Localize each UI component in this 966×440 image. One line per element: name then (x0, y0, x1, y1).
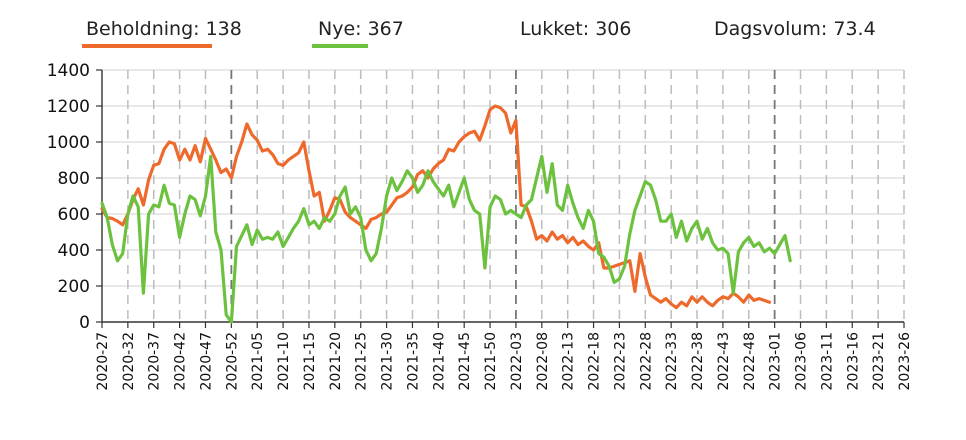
x-tick-label: 2021-30 (380, 332, 396, 391)
x-tick-label: 2022-48 (742, 332, 758, 391)
y-tick-label: 200 (58, 277, 90, 297)
legend-label-nye: Nye: 367 (318, 18, 404, 40)
x-tick-label: 2022-38 (690, 332, 706, 391)
x-tick-label: 2020-47 (198, 332, 214, 391)
x-tick-label: 2021-05 (250, 332, 266, 391)
series-line-beholdning (100, 104, 772, 310)
x-tick-label: 2021-35 (405, 332, 421, 391)
x-tick-label: 2021-15 (302, 332, 318, 391)
legend-swatch-beholdning (82, 44, 212, 48)
x-tick-label: 2021-20 (328, 332, 344, 391)
x-tick-label: 2022-13 (561, 332, 577, 391)
legend-label-beholdning: Beholdning: 138 (86, 18, 242, 40)
series-line-nye (100, 154, 792, 324)
x-tick-label: 2020-42 (173, 332, 189, 391)
x-tick-label: 2020-27 (95, 332, 111, 391)
x-tick-label: 2023-01 (768, 332, 784, 391)
y-tick-label: 1400 (47, 61, 90, 81)
x-tick-label: 2023-06 (794, 332, 810, 391)
x-tick-label: 2021-45 (457, 332, 473, 391)
x-tick-label: 2020-37 (147, 332, 163, 391)
x-tick-label: 2022-33 (664, 332, 680, 391)
y-tick-label: 1000 (47, 133, 90, 153)
legend-label-lukket: Lukket: 306 (520, 18, 632, 40)
x-tick-label: 2021-25 (354, 332, 370, 391)
x-tick-label: 2023-16 (845, 332, 861, 391)
x-tick-label: 2023-21 (871, 332, 887, 391)
x-tick-label: 2022-03 (509, 332, 525, 391)
y-tick-label: 1200 (47, 97, 90, 117)
y-tick-label: 800 (58, 169, 90, 189)
legend-swatch-nye (312, 44, 368, 48)
legend-label-dagsvolum: Dagsvolum: 73.4 (714, 18, 876, 40)
x-tick-label: 2022-18 (587, 332, 603, 391)
x-tick-label: 2021-10 (276, 332, 292, 391)
x-tick-label: 2021-50 (483, 332, 499, 391)
x-tick-label: 2020-32 (121, 332, 137, 391)
x-tick-label: 2022-43 (716, 332, 732, 391)
y-tick-label: 600 (58, 205, 90, 225)
y-tick-label: 0 (79, 313, 90, 333)
x-tick-label: 2022-23 (612, 332, 628, 391)
x-tick-label: 2021-40 (431, 332, 447, 391)
x-tick-label: 2023-26 (897, 332, 913, 391)
y-tick-label: 400 (58, 241, 90, 261)
x-tick-label: 2022-28 (638, 332, 654, 391)
x-tick-label: 2022-08 (535, 332, 551, 391)
x-tick-label: 2023-11 (819, 332, 835, 391)
x-tick-label: 2020-52 (224, 332, 240, 391)
legend: Beholdning: 138 Nye: 367 Lukket: 306 Dag… (0, 14, 966, 54)
